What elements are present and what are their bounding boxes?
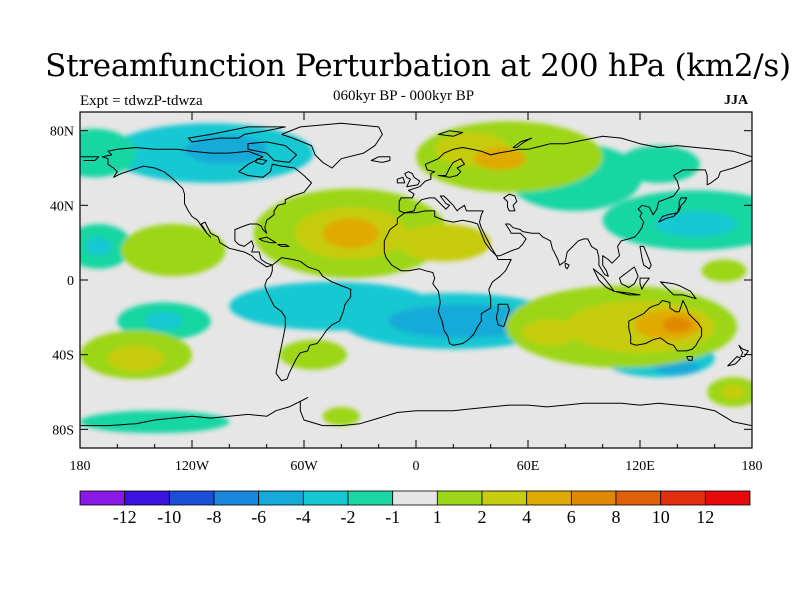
coast-caspian-sea <box>503 193 518 212</box>
coast-greenland <box>281 122 383 169</box>
coast-south-america <box>264 257 352 382</box>
colorbar-label: -8 <box>207 507 222 527</box>
field-contour-23 <box>322 218 379 249</box>
colorbar-label: -2 <box>341 507 356 527</box>
colorbar-swatch <box>526 490 572 506</box>
colorbar-swatch <box>258 490 304 506</box>
coast-africa <box>383 210 512 346</box>
lon-tick-label: 0 <box>413 459 420 474</box>
colorbar-swatch <box>660 490 706 506</box>
field-contour-27 <box>108 345 164 372</box>
experiment-label: Expt = tdwzP-tdwza <box>80 93 203 109</box>
colorbar-label: 4 <box>522 507 531 527</box>
colorbar-swatch <box>347 490 394 506</box>
field-contour-11 <box>388 304 538 338</box>
field-contour-4 <box>617 145 700 183</box>
season-label: JJA <box>724 93 749 108</box>
colorbar-swatch <box>704 490 751 506</box>
lon-tick-label: 120W <box>175 459 210 474</box>
field-contour-33 <box>522 319 579 346</box>
colorbar-label: -10 <box>157 507 181 527</box>
lat-tick-label: 40S <box>52 349 74 364</box>
colorbar-swatch <box>302 490 349 506</box>
colorbar-swatch <box>124 490 170 506</box>
coast-japan <box>658 197 688 223</box>
coast-australia <box>628 300 703 352</box>
lon-tick-label: 60W <box>290 459 318 474</box>
field-contour-25 <box>121 224 226 277</box>
coast-svalbard <box>437 130 464 137</box>
coast-novaya-zemlya <box>512 137 533 148</box>
coast-caribbean <box>258 236 290 247</box>
lat-tick-label: 40N <box>50 199 74 214</box>
lat-tick-label: 80S <box>52 423 74 438</box>
colorbar-swatch <box>436 490 483 506</box>
field-contour-16 <box>80 410 230 434</box>
lon-tick-label: 180 <box>742 459 763 474</box>
colorbar-swatch <box>79 490 126 506</box>
field-contour-2 <box>80 128 136 178</box>
lon-tick-label: 180 <box>70 459 91 474</box>
field-contour-13 <box>145 311 183 331</box>
lat-tick-label: 0 <box>67 274 74 289</box>
colorbar-label: -6 <box>251 507 266 527</box>
colorbar-swatch <box>570 490 617 506</box>
lon-tick-label: 120E <box>625 459 655 474</box>
coast-british-isles <box>396 171 421 188</box>
coast-antarctica <box>80 397 752 427</box>
colorbar-label: -4 <box>296 507 311 527</box>
field-contour-36 <box>722 384 745 400</box>
field-contour-32 <box>662 317 693 333</box>
coast-tasmania <box>686 356 693 361</box>
colorbar-swatch <box>392 490 438 506</box>
coast-iceland <box>370 156 391 163</box>
field-contour-24 <box>397 224 491 262</box>
coast-scandinavia <box>437 158 465 178</box>
colorbar-swatch <box>481 490 528 506</box>
field-contour-8 <box>85 237 112 256</box>
coastlines <box>80 122 752 427</box>
colorbar-label: 12 <box>696 507 714 527</box>
colorbar-label: -1 <box>385 507 400 527</box>
field-contour-1 <box>184 134 267 165</box>
colorbar-label: 6 <box>567 507 576 527</box>
field-contour-37 <box>322 407 360 426</box>
colorbar-label: 2 <box>478 507 487 527</box>
field-contour-28 <box>279 339 347 370</box>
colorbar-label: 1 <box>433 507 442 527</box>
colorbar-label: -12 <box>113 507 137 527</box>
colorbar-swatch <box>168 490 215 506</box>
coast-eurasia <box>80 135 752 277</box>
field-contour-34 <box>701 259 747 282</box>
coast-baffin <box>247 141 297 163</box>
colorbar: -12 -10 -8 -6 -4 -2 -1 1 2 4 6 8 10 12 <box>79 490 751 527</box>
colorbar-swatch <box>615 490 662 506</box>
plot-title: Streamfunction Perturbation at 200 hPa (… <box>45 48 791 84</box>
coast-madagascar <box>495 303 510 328</box>
colorbar-label: 8 <box>612 507 621 527</box>
coast-philippines <box>639 245 652 270</box>
lat-tick-label: 80N <box>50 125 74 140</box>
colorbar-label: 10 <box>652 507 670 527</box>
colorbar-swatch <box>213 490 260 506</box>
coast-sri-lanka <box>564 262 570 270</box>
map-axes: 180 120W 60W 0 60E 120E 180 80N 40N 0 40S 80S <box>50 112 763 474</box>
coast-north-america <box>101 147 312 268</box>
coast-canadian-islands <box>187 126 286 143</box>
coast-indonesia <box>592 266 697 300</box>
field-contour-6 <box>654 210 738 238</box>
lon-tick-label: 60E <box>517 459 540 474</box>
coast-hudson-bay-islands <box>255 158 268 165</box>
field-contour-17 <box>621 410 752 434</box>
coast-new-zealand <box>727 344 749 367</box>
period-label: 060kyr BP - 000kyr BP <box>333 88 475 104</box>
